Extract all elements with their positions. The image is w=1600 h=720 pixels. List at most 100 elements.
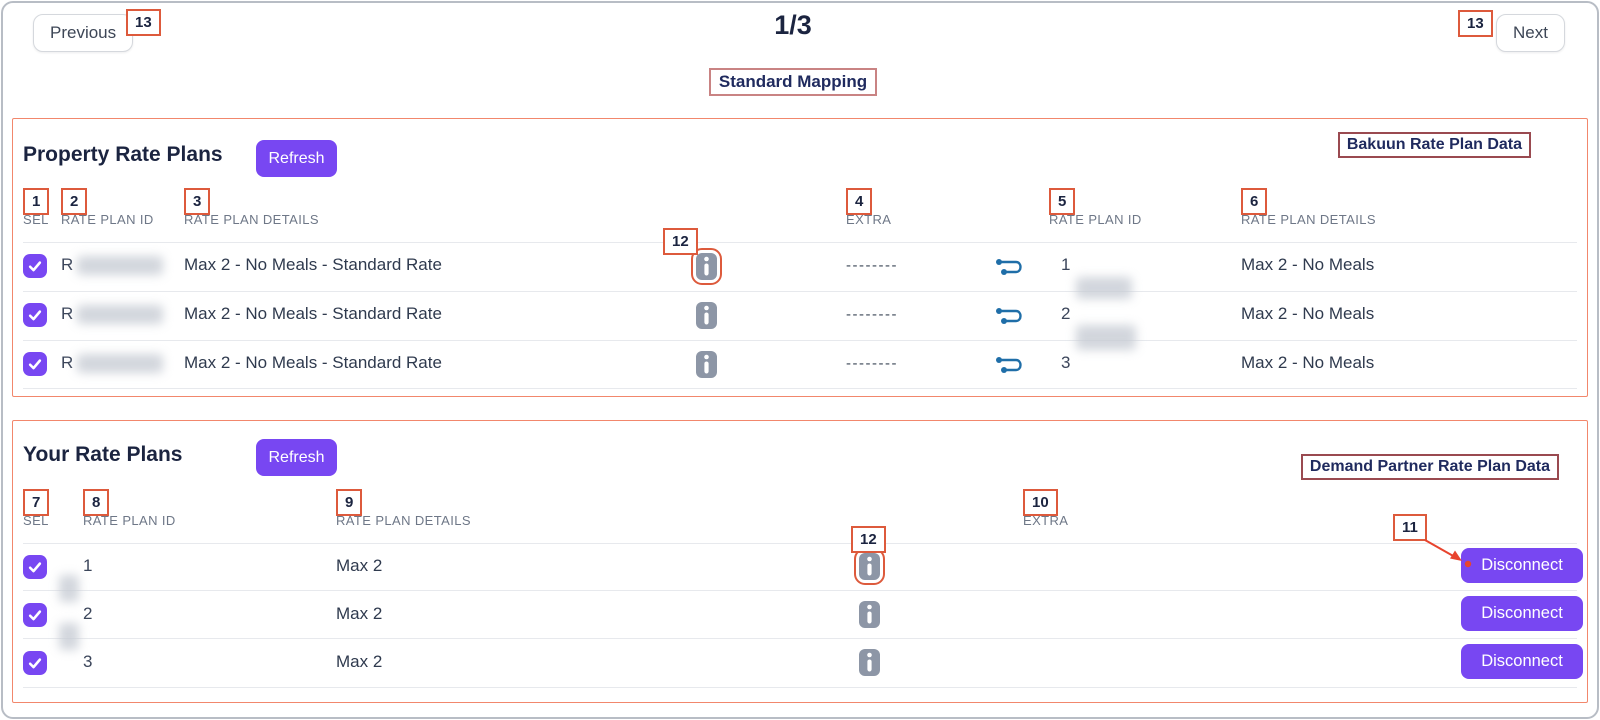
disconnect-button[interactable]: Disconnect — [1461, 644, 1583, 679]
annotation-badge-9: 9 — [336, 489, 363, 516]
info-glyph — [867, 604, 872, 624]
col-header-extra: EXTRA — [1023, 513, 1069, 528]
annotation-badge-7: 7 — [23, 489, 50, 516]
extra-text: -------- — [846, 355, 898, 372]
redacted-rate-plan-id — [77, 305, 163, 324]
property-panel-title: Property Rate Plans — [23, 143, 223, 166]
extra-text: -------- — [846, 306, 898, 323]
col-header-rate-plan-id: RATE PLAN ID — [83, 513, 176, 528]
row-divider — [23, 687, 1577, 688]
info-icon[interactable] — [696, 302, 717, 329]
property-rate-plans-panel: Property Rate Plans Refresh Bakuun Rate … — [12, 118, 1588, 397]
redacted-rate-plan-id — [77, 256, 163, 275]
row-divider — [23, 291, 1577, 292]
mapping-route-icon[interactable] — [992, 254, 1028, 280]
col-header-rate-plan-details: RATE PLAN DETAILS — [184, 212, 319, 227]
table-row: 3 Max 2 Disconnect — [13, 639, 1587, 686]
mapping-type-wrap: Standard Mapping — [0, 68, 1586, 96]
mapped-rate-plan-details-text: Max 2 - No Meals — [1241, 353, 1375, 372]
rate-plan-details-text: Max 2 — [336, 652, 383, 671]
info-glyph — [704, 305, 709, 325]
annotation-badge-3: 3 — [184, 188, 211, 215]
annotation-badge-8: 8 — [83, 489, 110, 516]
rate-plan-details-text: Max 2 — [336, 556, 383, 575]
annotation-badge-12: 12 — [851, 526, 886, 553]
annotation-badge-11: 11 — [1393, 514, 1427, 541]
mapped-rate-plan-details-text: Max 2 - No Meals — [1241, 304, 1375, 323]
col-header-rate-plan-id: RATE PLAN ID — [61, 212, 154, 227]
your-rate-plans-panel: Your Rate Plans Refresh Demand Partner R… — [12, 420, 1588, 703]
table-row: 1 Max 2 Disconnect — [13, 543, 1587, 590]
previous-button[interactable]: Previous — [33, 14, 134, 52]
rate-plan-id-text: R — [61, 255, 74, 274]
annotation-badge-10: 10 — [1023, 489, 1058, 516]
check-icon — [28, 310, 42, 321]
redacted-rate-plan-id — [77, 354, 163, 373]
row-select-checkbox[interactable] — [23, 303, 47, 327]
mapping-route-icon[interactable] — [992, 352, 1028, 378]
disconnect-button[interactable]: Disconnect — [1461, 596, 1583, 631]
row-select-checkbox[interactable] — [23, 603, 47, 627]
col-header-sel: SEL — [23, 513, 49, 528]
info-glyph — [704, 256, 709, 276]
mapping-type-label: Standard Mapping — [708, 68, 878, 96]
redacted-rate-plan-id — [59, 623, 79, 650]
col-header-sel: SEL — [23, 212, 49, 227]
annotation-badge-5: 5 — [1049, 188, 1076, 215]
redacted-mapped-id — [1076, 277, 1132, 299]
table-row: R Max 2 - No Meals - Standard Rate -----… — [13, 340, 1587, 388]
check-icon — [28, 610, 42, 621]
check-icon — [28, 359, 42, 370]
row-select-checkbox[interactable] — [23, 254, 47, 278]
your-panel-title: Your Rate Plans — [23, 443, 183, 466]
annotation-badge-6: 6 — [1241, 188, 1268, 215]
annotation-arrow — [1424, 539, 1472, 568]
annotation-badge-13: 13 — [126, 9, 161, 36]
info-glyph — [867, 652, 872, 672]
row-divider — [23, 388, 1577, 389]
info-icon[interactable] — [859, 649, 880, 676]
mapped-rate-plan-details-text: Max 2 - No Meals — [1241, 255, 1375, 274]
property-refresh-button[interactable]: Refresh — [256, 140, 337, 177]
mapped-rate-plan-id-text: 3 — [1061, 353, 1071, 372]
col-header-extra: EXTRA — [846, 212, 892, 227]
info-glyph — [704, 354, 709, 374]
rate-plan-id-text: R — [61, 304, 74, 323]
rate-plan-details-text: Max 2 - No Meals - Standard Rate — [184, 304, 442, 323]
info-icon[interactable] — [696, 351, 717, 378]
redacted-rate-plan-id — [59, 575, 79, 602]
annotation-badge-4: 4 — [846, 188, 873, 215]
annotation-badge-12: 12 — [663, 228, 698, 255]
rate-plan-id-text: 3 — [83, 652, 93, 671]
row-divider — [23, 242, 1577, 243]
row-select-checkbox[interactable] — [23, 555, 47, 579]
rate-plan-details-text: Max 2 - No Meals - Standard Rate — [184, 255, 442, 274]
row-select-checkbox[interactable] — [23, 352, 47, 376]
row-select-checkbox[interactable] — [23, 651, 47, 675]
page-indicator: 1/3 — [774, 10, 812, 40]
info-icon[interactable] — [691, 248, 722, 285]
extra-text: -------- — [846, 257, 898, 274]
row-divider — [23, 638, 1577, 639]
info-icon[interactable] — [859, 601, 880, 628]
mapped-rate-plan-id-text: 1 — [1061, 255, 1071, 274]
check-icon — [28, 658, 42, 669]
row-divider — [23, 590, 1577, 591]
col-header-mapped-rate-plan-id: RATE PLAN ID — [1049, 212, 1142, 227]
check-icon — [28, 261, 42, 272]
annotation-badge-13: 13 — [1458, 10, 1493, 37]
demand-partner-rate-plan-data-label: Demand Partner Rate Plan Data — [1300, 454, 1559, 480]
mapping-route-icon[interactable] — [992, 303, 1028, 329]
rate-plan-id-text: 1 — [83, 556, 93, 575]
table-row: R Max 2 - No Meals - Standard Rate -----… — [13, 291, 1587, 340]
annotation-badge-2: 2 — [61, 188, 88, 215]
info-icon[interactable] — [854, 548, 885, 585]
rate-plan-id-text: R — [61, 353, 74, 372]
table-row: R Max 2 - No Meals - Standard Rate -----… — [13, 242, 1587, 291]
disconnect-button[interactable]: Disconnect — [1461, 548, 1583, 583]
next-button[interactable]: Next — [1496, 14, 1565, 52]
your-refresh-button[interactable]: Refresh — [256, 439, 337, 476]
row-divider — [23, 543, 1577, 544]
col-header-rate-plan-details: RATE PLAN DETAILS — [336, 513, 471, 528]
redacted-mapped-id — [1076, 325, 1136, 350]
